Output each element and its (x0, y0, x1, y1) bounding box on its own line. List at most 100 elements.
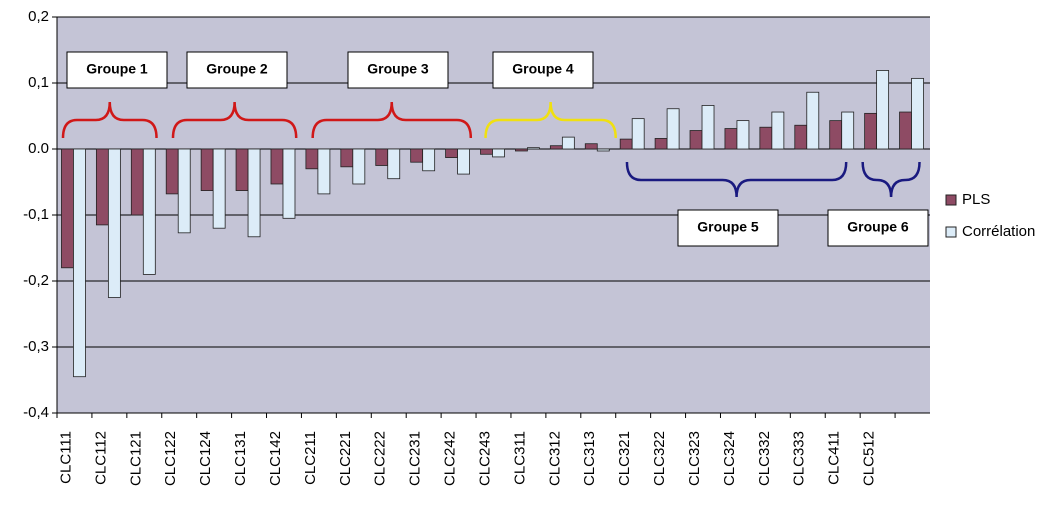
bar (73, 148, 86, 378)
bar (107, 148, 121, 298)
group-box (677, 209, 779, 247)
bar (282, 148, 296, 219)
bar (736, 120, 750, 150)
bar (689, 130, 703, 150)
bar (247, 148, 261, 238)
bar (480, 148, 493, 155)
group-brace (171, 101, 298, 139)
group-box (347, 51, 449, 89)
bar (165, 148, 179, 195)
x-tick-label: CLC322 (651, 431, 668, 486)
x-tick-label: CLC222 (372, 431, 389, 486)
x-tick-label: CLC333 (791, 431, 808, 486)
bar (317, 148, 331, 195)
x-tick-label: CLC313 (581, 431, 598, 486)
bar (177, 148, 191, 234)
group-brace (861, 161, 921, 198)
y-tick-label: 0,1 (28, 74, 49, 91)
bar (666, 108, 680, 150)
y-tick-label: -0,3 (23, 338, 49, 355)
group-label: Groupe 6 (847, 219, 909, 235)
bar (596, 148, 610, 152)
legend-label: Corrélation (962, 223, 1035, 240)
group-brace (311, 101, 473, 139)
group-brace (61, 101, 158, 139)
bar (654, 138, 668, 150)
bar (142, 148, 156, 275)
bar (457, 148, 470, 175)
bar (829, 120, 843, 150)
group-box (827, 209, 929, 247)
group-label: Groupe 4 (512, 61, 574, 77)
x-tick-label: CLC324 (721, 431, 738, 486)
bar (549, 145, 563, 150)
x-tick-label: CLC142 (267, 431, 284, 486)
group-box (492, 51, 594, 89)
group-brace (484, 101, 617, 139)
bar (492, 148, 505, 158)
group-box (186, 51, 288, 89)
x-tick-label: CLC312 (546, 431, 563, 486)
bar (200, 148, 214, 191)
bar (794, 124, 808, 150)
bar (584, 143, 598, 150)
legend-swatch (945, 226, 957, 238)
bar (387, 148, 401, 180)
x-tick-label: CLC243 (476, 431, 493, 486)
bar (515, 148, 528, 152)
bar (864, 112, 878, 150)
bar (631, 118, 645, 150)
bar (212, 148, 226, 229)
bar (305, 148, 319, 170)
bar (235, 148, 249, 191)
x-tick-label: CLC512 (861, 431, 878, 486)
bar (61, 148, 74, 269)
group-label: Groupe 5 (697, 219, 759, 235)
x-tick-label: CLC112 (92, 431, 109, 485)
x-tick-label: CLC124 (197, 431, 214, 486)
bar (422, 148, 436, 172)
bar (899, 111, 912, 150)
bar (771, 111, 785, 150)
y-tick-label: 0,2 (28, 8, 49, 25)
bar (876, 70, 890, 150)
x-tick-label: CLC323 (686, 431, 703, 486)
bar (911, 77, 924, 150)
group-label: Groupe 3 (367, 61, 429, 77)
bar (130, 148, 144, 216)
group-brace (625, 161, 848, 198)
legend-swatch (945, 194, 957, 206)
bar (270, 148, 284, 185)
group-box (66, 51, 168, 89)
x-tick-label: CLC111 (57, 431, 74, 484)
x-tick-label: CLC122 (162, 431, 179, 486)
bar (352, 148, 366, 185)
x-tick-label: CLC242 (442, 431, 459, 486)
bar (527, 147, 540, 150)
bar (375, 148, 389, 166)
group-label: Groupe 1 (86, 61, 148, 77)
bar (759, 126, 773, 150)
bar (445, 148, 458, 158)
y-tick-label: -0,1 (23, 206, 49, 223)
bar (410, 148, 424, 163)
y-tick-label: 0.0 (28, 140, 49, 157)
y-tick-label: -0,4 (23, 404, 49, 421)
bar (561, 136, 575, 150)
x-tick-label: CLC131 (232, 431, 249, 486)
bar (95, 148, 109, 226)
bar (619, 138, 633, 150)
bar (724, 128, 738, 150)
y-tick-label: -0,2 (23, 272, 49, 289)
x-tick-label: CLC211 (302, 431, 319, 485)
x-tick-label: CLC332 (756, 431, 773, 486)
x-tick-label: CLC231 (407, 431, 424, 486)
x-tick-label: CLC221 (337, 431, 354, 486)
legend-label: PLS (962, 191, 990, 208)
group-label: Groupe 2 (206, 61, 268, 77)
bar (806, 91, 820, 150)
bar (340, 148, 354, 168)
x-tick-label: CLC311 (511, 431, 528, 485)
bar (701, 105, 715, 150)
